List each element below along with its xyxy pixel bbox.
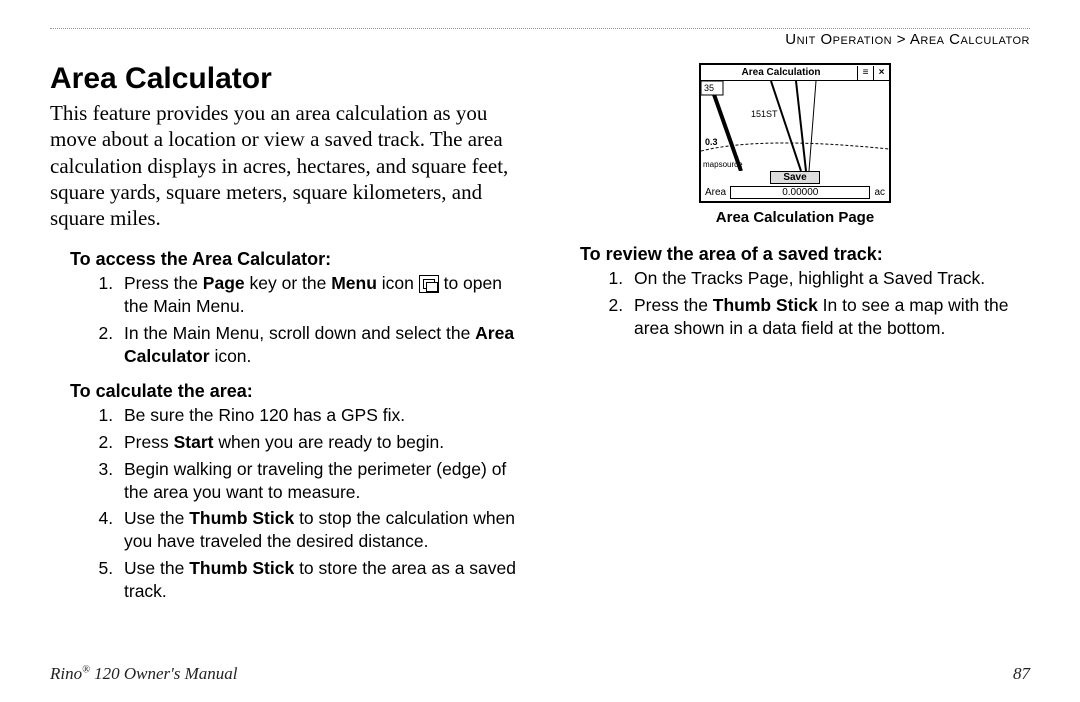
device-figure: Area Calculation ≡ × 35 151ST 0.3 [560, 62, 1030, 226]
list-item: Press the Thumb Stick In to see a map wi… [628, 294, 1030, 340]
list-item: On the Tracks Page, highlight a Saved Tr… [628, 267, 1030, 290]
access-steps: Press the Page key or the Menu icon to o… [118, 272, 520, 367]
close-icon: × [873, 66, 889, 80]
breadcrumb: Unit Operation > Area Calculator [50, 31, 1030, 48]
menu-icon [419, 275, 439, 293]
list-item: Press Start when you are ready to begin. [118, 431, 520, 454]
subhead-review: To review the area of a saved track: [580, 244, 1030, 265]
top-rule [50, 28, 1030, 29]
device-title: Area Calculation [705, 67, 857, 78]
breadcrumb-sep: > [892, 31, 910, 48]
calculate-steps: Be sure the Rino 120 has a GPS fix. Pres… [118, 404, 520, 602]
breadcrumb-page: Area Calculator [910, 31, 1030, 48]
device-map: 35 151ST 0.3 mapsource [701, 81, 889, 171]
list-item: Use the Thumb Stick to stop the calculat… [118, 507, 520, 553]
page-title: Area Calculator [50, 62, 520, 96]
subhead-access: To access the Area Calculator: [70, 249, 520, 270]
svg-text:35: 35 [704, 83, 714, 93]
content-columns: Area Calculator This feature provides yo… [50, 62, 1030, 616]
intro-paragraph: This feature provides you an area calcul… [50, 100, 520, 231]
area-label: Area [705, 187, 726, 198]
map-svg: 35 151ST 0.3 mapsource [701, 81, 889, 171]
window-menu-icon: ≡ [857, 66, 873, 80]
page-number: 87 [1013, 664, 1030, 684]
device-screen: Area Calculation ≡ × 35 151ST 0.3 [699, 63, 891, 203]
area-value: 0.00000 [730, 186, 870, 199]
breadcrumb-section: Unit Operation [785, 31, 892, 48]
left-column: Area Calculator This feature provides yo… [50, 62, 520, 616]
save-button: Save [770, 171, 820, 184]
area-unit: ac [874, 187, 885, 198]
street-label: 151ST [751, 109, 778, 119]
review-steps: On the Tracks Page, highlight a Saved Tr… [628, 267, 1030, 339]
list-item: Begin walking or traveling the perimeter… [118, 458, 520, 504]
list-item: Press the Page key or the Menu icon to o… [118, 272, 520, 318]
list-item: Be sure the Rino 120 has a GPS fix. [118, 404, 520, 427]
right-column: Area Calculation ≡ × 35 151ST 0.3 [560, 62, 1030, 616]
device-bottom: Save Area 0.00000 ac [701, 171, 889, 201]
list-item: Use the Thumb Stick to store the area as… [118, 557, 520, 603]
list-item: In the Main Menu, scroll down and select… [118, 322, 520, 368]
footer-product: Rino® 120 Owner's Manual [50, 664, 238, 684]
area-row: Area 0.00000 ac [701, 186, 889, 201]
page-footer: Rino® 120 Owner's Manual 87 [50, 664, 1030, 684]
svg-text:mapsource: mapsource [703, 160, 743, 169]
subhead-calculate: To calculate the area: [70, 381, 520, 402]
figure-caption: Area Calculation Page [560, 209, 1030, 226]
registered-icon: ® [82, 664, 90, 675]
device-titlebar: Area Calculation ≡ × [701, 65, 889, 81]
svg-text:0.3: 0.3 [705, 137, 718, 147]
